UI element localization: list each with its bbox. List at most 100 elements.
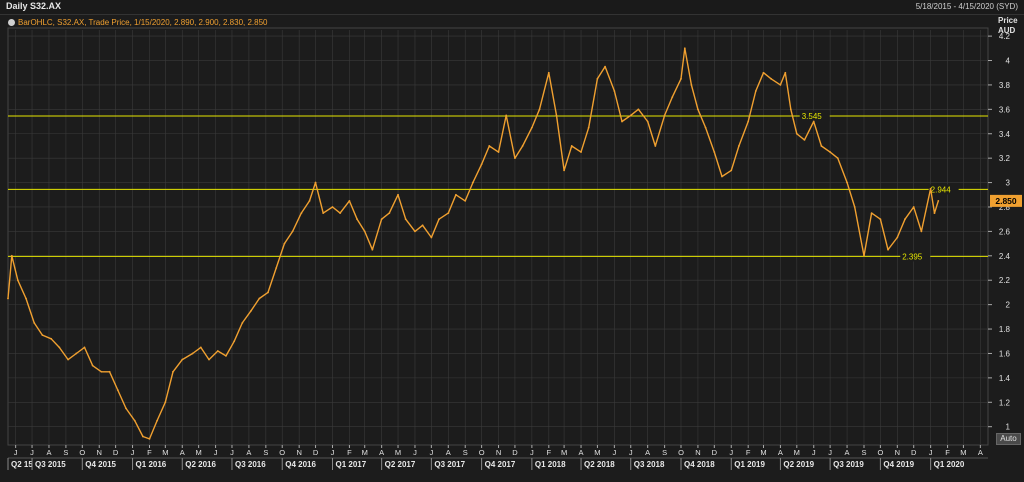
price-point [912,206,915,208]
price-point [67,358,69,361]
price-point [530,126,533,129]
level-label-bg [799,111,830,122]
x-quarter-label: Q4 2017 [485,460,516,469]
price-point [108,370,111,373]
horizontal-levels[interactable]: 3.545 2.944 2.395 [8,111,988,262]
price-point [75,352,78,355]
x-month-label: S [861,448,866,457]
x-quarter-label: Q1 2019 [734,460,765,469]
price-point [846,181,848,184]
x-quarter-label: Q4 2018 [684,460,715,469]
price-point [7,297,9,300]
price-point [291,230,294,233]
price-point [348,199,351,202]
price-point [663,114,666,117]
y-tick-label: 1.8 [999,325,1011,334]
price-point [371,248,374,251]
y-tick-label: 1.4 [999,374,1011,383]
y-tick-label: 2.2 [999,276,1011,285]
x-month-label: F [746,448,751,457]
price-point [164,401,167,404]
price-point [747,120,750,123]
price-point [241,322,244,324]
price-point [629,114,632,117]
price-point [621,120,623,123]
x-quarter-label: Q4 2016 [285,460,316,469]
price-series-layer [7,47,940,440]
price-point [929,187,932,190]
price-point [199,346,202,349]
price-point [181,358,184,361]
x-quarter-label: Q1 2017 [335,460,366,469]
price-point [637,108,640,111]
x-month-label: N [895,448,900,457]
price-point [397,193,399,196]
x-month-label: A [46,448,51,457]
grid-lines [7,27,989,446]
price-point [488,145,491,147]
x-month-label: M [594,448,600,457]
price-point [784,71,787,74]
x-month-label: M [162,448,168,457]
x-month-label: M [760,448,766,457]
price-point [300,212,303,214]
price-point [388,212,391,214]
x-quarter-label: Q1 2018 [535,460,566,469]
x-month-label: N [695,448,700,457]
x-month-label: A [579,448,584,457]
series-legend[interactable]: BarOHLC, S32.AX, Trade Price, 1/15/2020,… [8,18,268,27]
price-point [380,218,383,221]
x-quarter-label: Q3 2019 [833,460,864,469]
price-point [100,370,103,373]
x-month-label: D [313,448,319,457]
price-point [142,435,144,438]
price-point [730,169,733,172]
price-series-line [7,47,939,440]
last-price-box [990,194,1022,207]
x-quarter-label: Q2 2017 [385,460,416,469]
x-month-label: A [180,448,185,457]
price-point [654,145,657,147]
x-month-label: A [379,448,384,457]
price-point [156,419,159,422]
price-point [172,370,174,373]
price-point [430,236,433,239]
price-point [803,138,806,141]
y-tick-label: 1.2 [999,398,1011,407]
price-point [216,350,219,352]
price-point [267,291,269,294]
x-month-label: A [446,448,451,457]
x-month-label: J [828,448,832,457]
price-point [447,212,450,214]
x-month-label: D [911,448,917,457]
y-axis-unit: AUD [998,26,1016,35]
x-month-label: M [196,448,202,457]
auto-scale-button[interactable]: Auto [996,433,1021,445]
price-point [314,181,317,184]
x-month-label: J [812,448,816,457]
price-point [613,90,616,92]
y-tick-label: 4 [1006,57,1011,66]
x-quarter-label: Q4 2019 [883,460,914,469]
x-month-label: M [960,448,966,457]
price-point [421,224,424,227]
price-point [83,346,86,349]
price-point [10,254,13,257]
date-range-label[interactable]: 5/18/2015 - 4/15/2020 (SYD) [915,2,1018,11]
price-point [683,47,686,50]
price-point [904,218,906,221]
price-point [596,77,599,80]
x-month-label: N [296,448,301,457]
price-point [33,322,36,324]
price-point [16,279,19,282]
price-point [570,145,573,147]
price-point [879,218,882,221]
price-point [836,157,839,160]
y-tick-label: 3 [1006,179,1011,188]
x-month-label: J [230,448,234,457]
y-tick-label: 3.8 [999,81,1011,90]
x-month-label: O [279,448,285,457]
y-tick-label: 4.2 [999,32,1011,41]
x-month-label: O [877,448,883,457]
